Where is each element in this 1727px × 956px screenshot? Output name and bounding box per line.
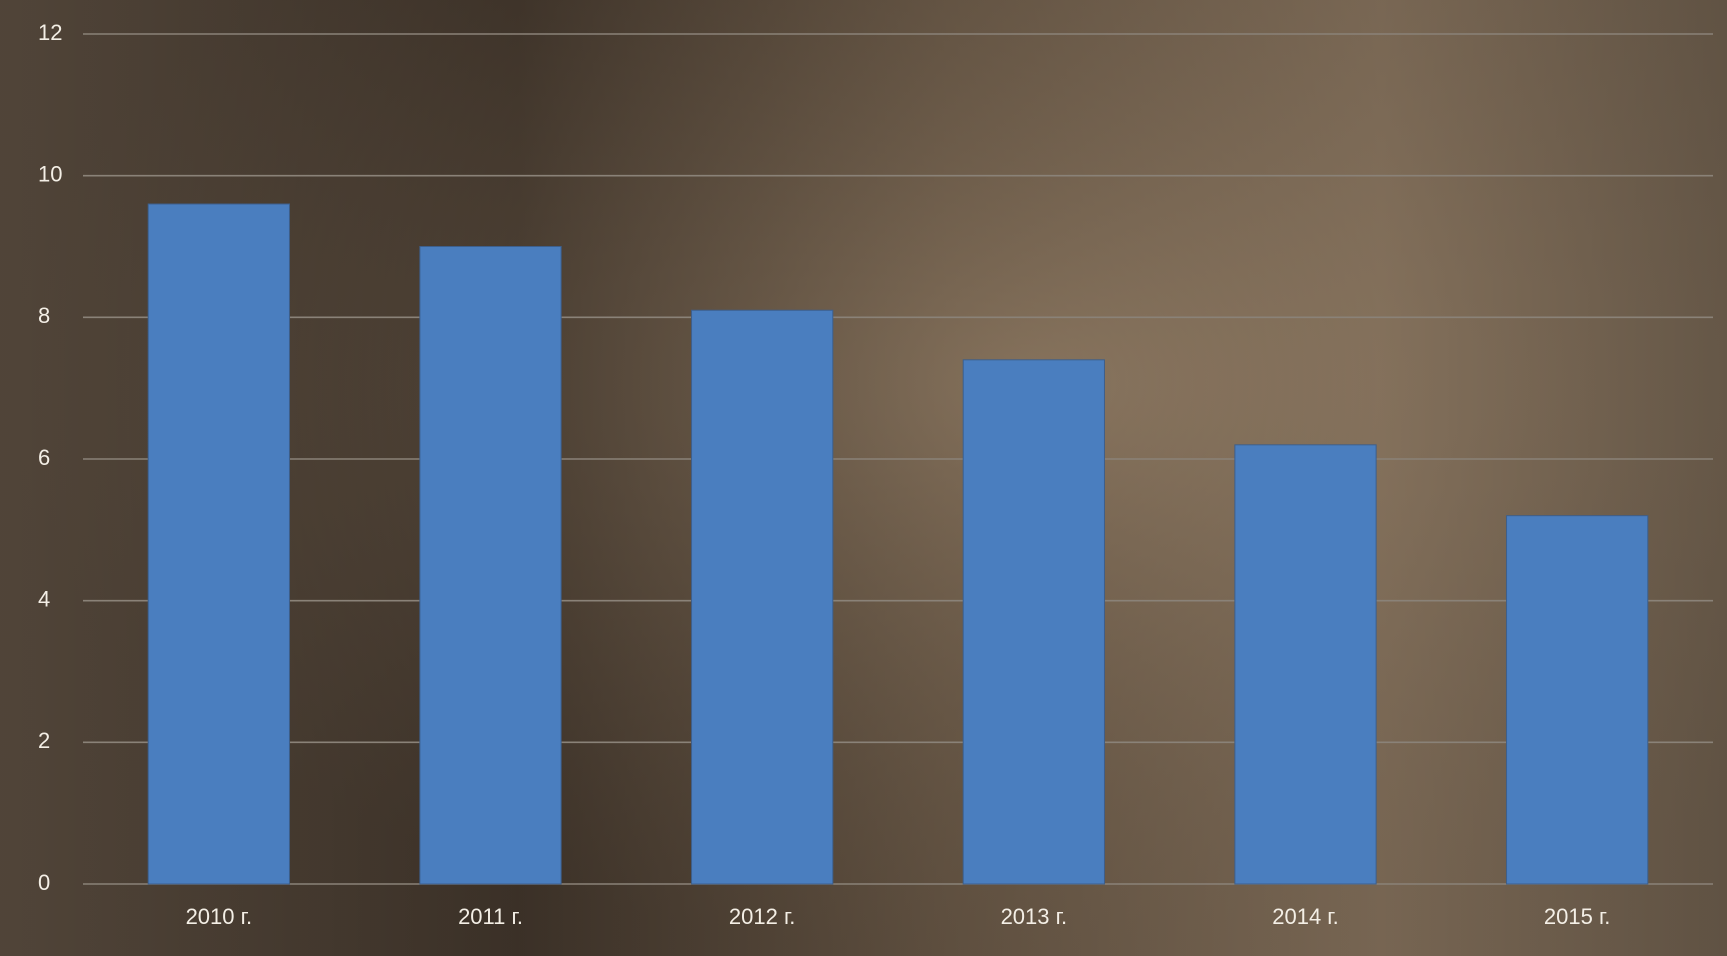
bar <box>420 247 561 885</box>
x-tick-label: 2011 г. <box>458 904 523 929</box>
bar <box>692 310 833 884</box>
bar <box>1507 516 1648 884</box>
x-tick-label: 2010 г. <box>186 904 253 929</box>
y-tick-label: 10 <box>38 161 62 186</box>
bar <box>1235 445 1376 884</box>
x-tick-label: 2014 г. <box>1272 904 1339 929</box>
bar <box>963 360 1104 884</box>
x-tick-label: 2013 г. <box>1001 904 1068 929</box>
y-tick-label: 12 <box>38 20 62 45</box>
y-tick-label: 6 <box>38 445 50 470</box>
chart: 0 2 4 6 8 10 12 2010 г. 2011 г. 2012 г. 2013 г. 201… <box>0 0 1727 956</box>
page: {"chart_data": {"type": "bar", "categori… <box>0 0 1727 956</box>
bar <box>148 204 289 884</box>
x-tick-label: 2015 г. <box>1544 904 1611 929</box>
x-tick-label: 2012 г. <box>729 904 796 929</box>
y-tick-label: 2 <box>38 728 50 753</box>
y-tick-label: 8 <box>38 303 50 328</box>
y-tick-label: 4 <box>38 586 50 611</box>
y-tick-label: 0 <box>38 870 50 895</box>
